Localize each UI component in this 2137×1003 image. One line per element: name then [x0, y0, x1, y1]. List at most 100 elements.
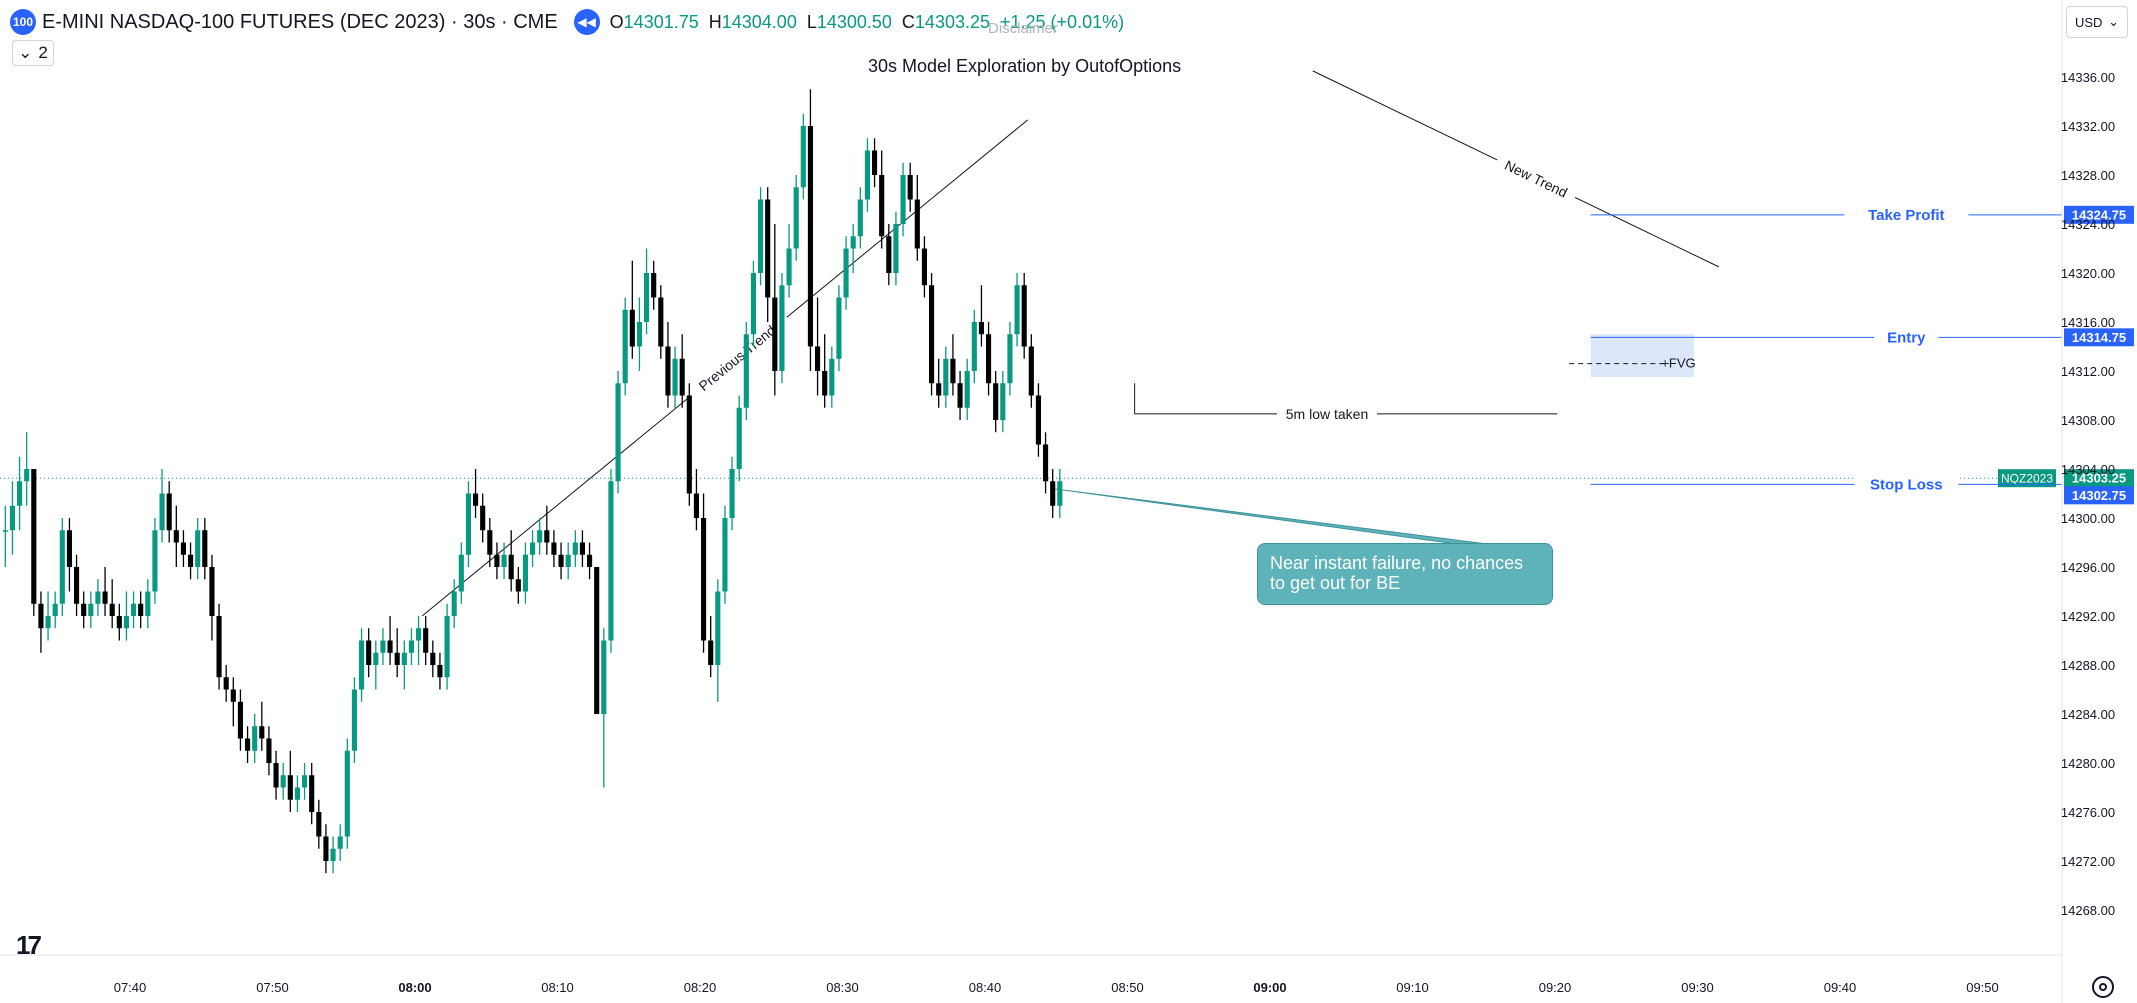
gear-icon[interactable] — [2092, 976, 2114, 998]
candle-down — [822, 371, 828, 396]
candle-down — [1021, 285, 1027, 347]
candle-up — [893, 224, 899, 273]
candle-up — [622, 309, 628, 384]
candle-down — [244, 738, 251, 751]
candle-up — [401, 652, 407, 665]
candle-up — [24, 469, 30, 482]
candle-down — [187, 554, 194, 567]
candle-down — [950, 358, 956, 384]
candle-up — [2, 530, 8, 532]
candle-up — [344, 750, 350, 837]
candle-up — [857, 199, 863, 237]
candle-up — [529, 542, 536, 555]
open-value: 14301.75 — [623, 11, 699, 32]
candle-up — [971, 322, 977, 371]
candle-up — [351, 689, 358, 751]
candle-up — [800, 126, 806, 188]
candle-down — [138, 603, 144, 616]
level-name: Entry — [1887, 329, 1926, 346]
candle-up — [757, 199, 764, 273]
price-tick-label: 14280.00 — [2061, 756, 2115, 771]
candle-up — [159, 493, 165, 531]
candle-down — [216, 616, 222, 678]
candle-down — [1028, 346, 1034, 396]
candle-down — [985, 334, 992, 384]
candle-up — [643, 273, 650, 322]
candle-up — [95, 591, 101, 604]
price-tick-label: 14300.00 — [2061, 511, 2115, 526]
indicators-count: 2 — [38, 43, 48, 62]
level-price-label: 14302.75 — [2072, 488, 2126, 503]
indicators-collapse-button[interactable]: ⌄ 2 — [12, 40, 54, 66]
level-name: Take Profit — [1868, 207, 1944, 224]
price-tick-label: 14268.00 — [2061, 903, 2115, 918]
candle-down — [957, 383, 963, 408]
candle-down — [658, 297, 664, 347]
candle-down — [700, 518, 707, 641]
currency-select[interactable]: USD ⌄ — [2066, 6, 2128, 38]
price-tick-label: 14312.00 — [2061, 364, 2115, 379]
candle-up — [59, 530, 65, 604]
candle-down — [309, 775, 315, 812]
time-tick-label: 08:40 — [969, 980, 1002, 995]
level-price-tag — [2064, 328, 2134, 347]
close-value: 14303.25 — [914, 11, 990, 32]
candle-up — [900, 175, 906, 224]
five-min-low-label: 5m low taken — [1286, 406, 1368, 422]
symbol-title[interactable]: E-MINI NASDAQ-100 FUTURES (DEC 2023) · 3… — [42, 10, 558, 33]
candle-up — [964, 371, 970, 408]
five-min-low-bg — [1277, 403, 1377, 424]
level-label-bg — [1874, 327, 1939, 348]
candle-down — [993, 383, 999, 420]
candle-up — [458, 554, 464, 592]
candle-up — [280, 775, 286, 788]
candle-up — [88, 603, 94, 616]
candle-up — [1000, 383, 1006, 420]
tradingview-logo-icon[interactable]: 17 — [16, 930, 42, 960]
candle-up — [358, 640, 365, 690]
candle-up — [715, 591, 721, 665]
candle-down — [173, 530, 179, 543]
symbol-tag-label: NQZ2023 — [2001, 472, 2053, 486]
candle-down — [230, 689, 236, 702]
candle-up — [444, 616, 450, 678]
symbol-header[interactable]: 100 E-MINI NASDAQ-100 FUTURES (DEC 2023)… — [10, 8, 1124, 36]
candle-up — [601, 640, 607, 714]
time-tick-label: 07:50 — [256, 980, 289, 995]
candles-layer — [2, 89, 1063, 874]
candle-up — [786, 248, 792, 286]
time-tick-label: 08:30 — [826, 980, 859, 995]
chevron-down-icon: ⌄ — [2108, 14, 2119, 29]
replay-rewind-icon[interactable]: ◀◀ — [573, 9, 600, 35]
candle-down — [38, 603, 44, 629]
candle-down — [1042, 444, 1049, 482]
current-price-tag — [2064, 469, 2134, 488]
candle-down — [693, 493, 700, 518]
annotations-layer: +FVG 5m low taken Previous Trend New Trend — [421, 70, 1720, 617]
candle-down — [586, 554, 593, 567]
candle-down — [472, 493, 479, 506]
candle-down — [180, 542, 187, 555]
candle-down — [928, 285, 935, 384]
candle-down — [508, 554, 514, 580]
candle-down — [886, 236, 892, 273]
time-tick-label: 07:40 — [114, 980, 147, 995]
candle-up — [572, 542, 578, 555]
candle-down — [686, 395, 692, 494]
candle-down — [594, 567, 600, 714]
level-price-label: 14324.75 — [2072, 207, 2126, 222]
candle-up — [522, 554, 529, 592]
candle-down — [480, 505, 486, 531]
new-trend-label-bg — [1493, 151, 1579, 206]
candle-down — [366, 640, 372, 665]
time-tick-label: 09:20 — [1539, 980, 1572, 995]
candle-up — [9, 505, 16, 531]
new-trend-label-group: New Trend — [1493, 151, 1579, 206]
candle-up — [736, 407, 742, 469]
candle-down — [237, 701, 244, 739]
candle-down — [494, 554, 500, 567]
ohlc-readout: O14301.75 H14304.00 L14300.50 C14303.25 … — [609, 11, 1125, 32]
callout-note[interactable]: Near instant failure, no chances to get … — [1257, 543, 1553, 605]
